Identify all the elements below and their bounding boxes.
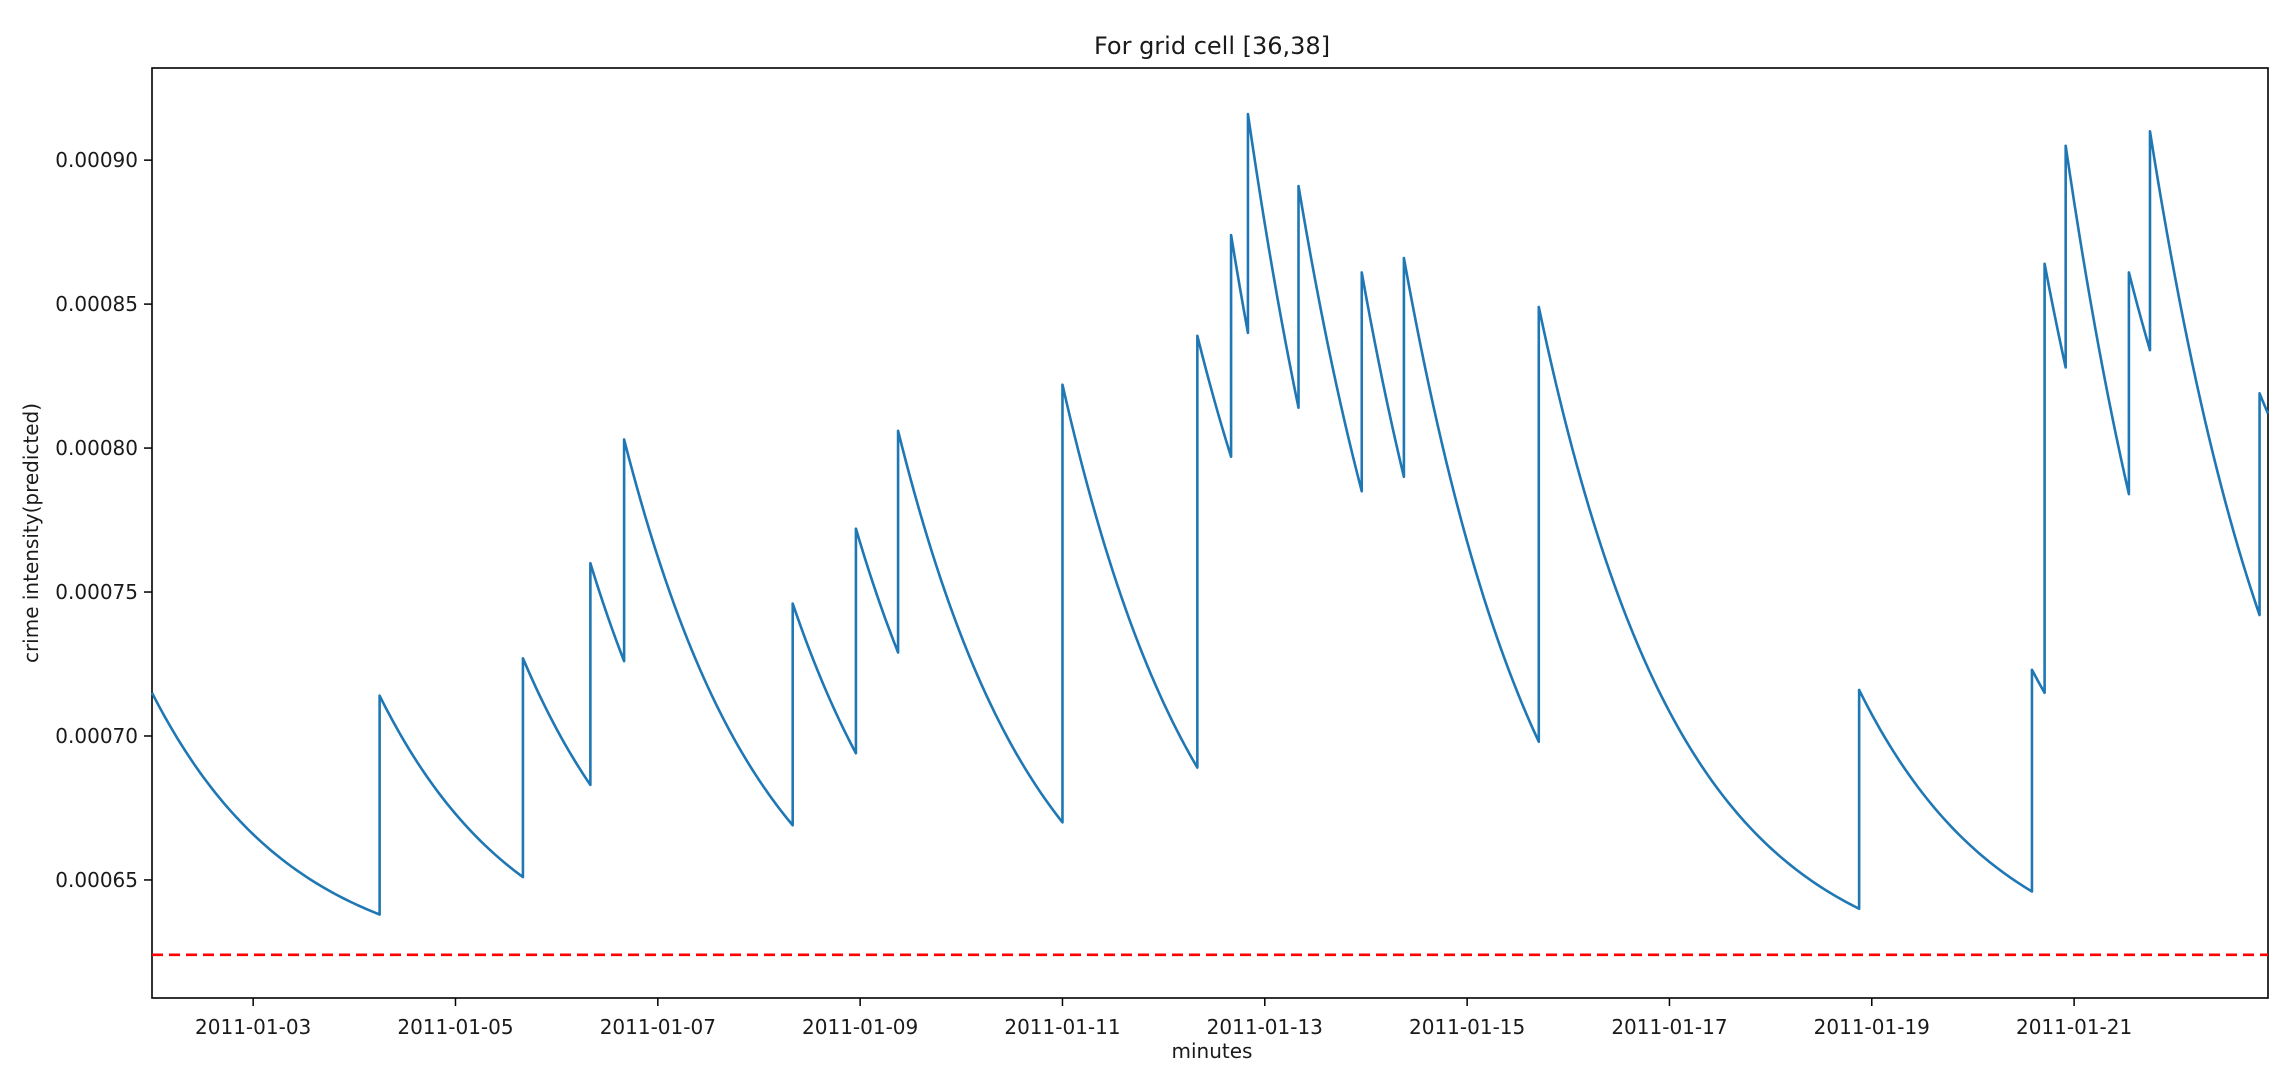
plot-frame — [151, 67, 2269, 999]
x-tick-label: 2011-01-05 — [397, 1015, 513, 1039]
chart-title: For grid cell [36,38] — [1094, 32, 1330, 60]
x-axis-label: minutes — [1172, 1039, 1253, 1063]
x-tick-label: 2011-01-09 — [802, 1015, 918, 1039]
x-tick-label: 2011-01-19 — [1814, 1015, 1930, 1039]
x-tick-label: 2011-01-17 — [1611, 1015, 1727, 1039]
y-tick-label: 0.00085 — [55, 292, 138, 316]
y-tick-label: 0.00080 — [55, 436, 138, 460]
y-tick-label: 0.00075 — [55, 580, 138, 604]
x-tick-label: 2011-01-15 — [1409, 1015, 1525, 1039]
y-tick-label: 0.00070 — [55, 724, 138, 748]
y-axis-label: crime intensity(predicted) — [19, 403, 43, 663]
y-tick-label: 0.00090 — [55, 148, 138, 172]
x-tick-label: 2011-01-11 — [1004, 1015, 1120, 1039]
x-tick-label: 2011-01-07 — [600, 1015, 716, 1039]
x-tick-label: 2011-01-21 — [2016, 1015, 2132, 1039]
y-tick-label: 0.00065 — [55, 868, 138, 892]
y-axis: 0.00065 0.00070 0.00075 0.00080 0.00085 0.000… — [55, 148, 152, 892]
plot-area — [150, 67, 2270, 999]
series-line-intensity — [150, 112, 2270, 916]
x-axis: 2011-01-03 2011-01-05 2011-01-07 2011-01-09… — [195, 998, 2132, 1039]
series-layer — [150, 112, 2270, 957]
x-tick-label: 2011-01-13 — [1207, 1015, 1323, 1039]
x-tick-label: 2011-01-03 — [195, 1015, 311, 1039]
